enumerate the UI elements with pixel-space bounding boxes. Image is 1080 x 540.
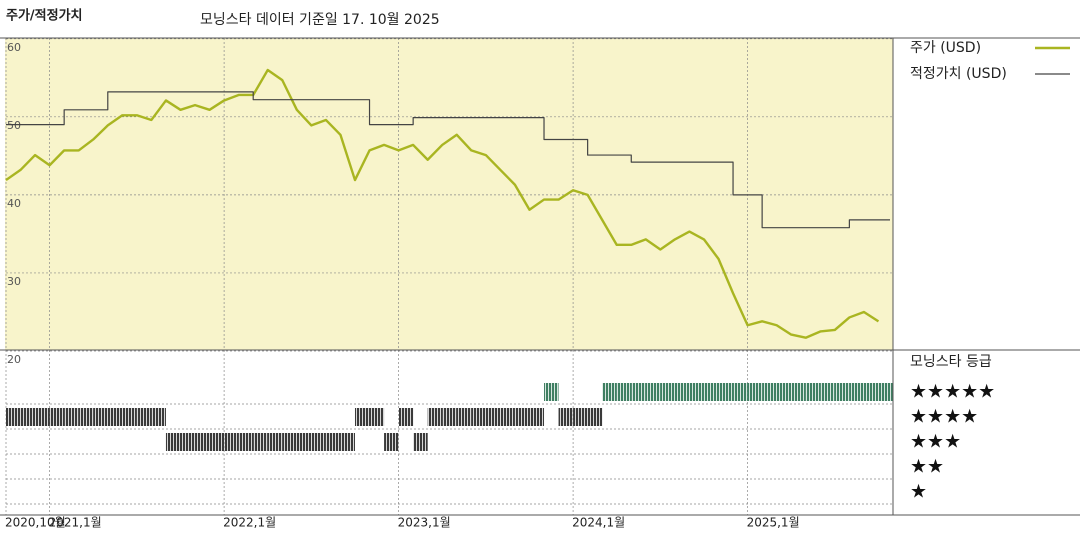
lines: [5, 68, 890, 339]
y-tick-label: 50: [7, 119, 21, 132]
rating-label: ★★★★: [910, 406, 978, 428]
legend-label: 적정가치 (USD): [910, 66, 1007, 82]
rating-label: ★★★★★: [910, 381, 995, 403]
rating-strip: [6, 383, 893, 451]
rating-mark: [224, 433, 239, 451]
rating-mark: [195, 433, 210, 451]
rating-mark: [703, 383, 719, 401]
rating-mark: [529, 408, 545, 426]
rating-mark: [485, 408, 501, 426]
rating-label: ★★: [910, 456, 944, 478]
x-tick-label: 2021,1월: [49, 516, 102, 530]
y-tick-label: 40: [7, 197, 21, 210]
rating-mark: [645, 383, 661, 401]
rating-mark: [340, 433, 355, 451]
rating-mark: [311, 433, 326, 451]
rating-mark: [558, 408, 574, 426]
rating-mark: [398, 408, 414, 426]
rating-mark: [296, 433, 312, 451]
y-tick-label: 20: [7, 353, 21, 366]
rating-mark: [689, 383, 704, 401]
chart-subtitle: 모닝스타 데이터 기준일 17. 10월 2025: [200, 12, 440, 28]
rating-mark: [253, 433, 268, 451]
plot-background: [5, 38, 893, 350]
rating-mark: [6, 408, 21, 426]
rating-mark: [718, 383, 734, 401]
rating-mark: [747, 383, 763, 401]
legend-label: 주가 (USD): [910, 40, 981, 56]
rating-mark: [674, 383, 690, 401]
rating-mark: [660, 383, 675, 401]
x-tick-label: 2024,1월: [572, 516, 625, 530]
rating-mark: [733, 383, 748, 401]
frame: [0, 37, 1080, 516]
series-line: [5, 68, 880, 339]
rating-mark: [514, 408, 530, 426]
rating-mark: [456, 408, 472, 426]
rating-mark: [631, 383, 646, 401]
rating-mark: [267, 433, 283, 451]
rating-mark: [776, 383, 792, 401]
rating-mark: [209, 433, 225, 451]
rating-mark: [762, 383, 777, 401]
y-tick-label: 60: [7, 41, 21, 54]
rating-mark: [413, 433, 428, 451]
rating-mark: [325, 433, 341, 451]
rating-mark: [93, 408, 108, 426]
x-tick-label: 2022,1월: [223, 516, 276, 530]
rating-mark: [151, 408, 166, 426]
x-tick-label: 2020,10월: [5, 516, 66, 530]
rating-title: 모닝스타 등급: [910, 354, 992, 370]
rating-mark: [282, 433, 297, 451]
rating-mark: [587, 408, 603, 426]
rating-mark: [78, 408, 94, 426]
rating-mark: [427, 408, 443, 426]
rating-mark: [165, 433, 181, 451]
rating-mark: [616, 383, 632, 401]
rating-mark: [354, 408, 370, 426]
rating-mark: [384, 433, 399, 451]
rating-mark: [369, 408, 385, 426]
rating-label: ★: [910, 481, 927, 503]
rating-mark: [20, 408, 36, 426]
rating-mark: [820, 383, 835, 401]
rating-mark: [791, 383, 806, 401]
rating-mark: [35, 408, 50, 426]
x-tick-label: 2023,1월: [398, 516, 451, 530]
rating-mark: [849, 383, 864, 401]
rating-mark: [834, 383, 850, 401]
rating-mark: [878, 383, 893, 401]
rating-mark: [863, 383, 879, 401]
rating-mark: [602, 383, 617, 401]
rating-mark: [136, 408, 152, 426]
rating-mark: [805, 383, 821, 401]
rating-mark: [442, 408, 457, 426]
rating-mark: [64, 408, 79, 426]
chart-title: 주가/적정가치: [6, 8, 83, 24]
rating-mark: [107, 408, 123, 426]
rating-mark: [180, 433, 196, 451]
rating-mark: [500, 408, 515, 426]
x-tick-label: 2025,1월: [747, 516, 800, 530]
rating-mark: [238, 433, 254, 451]
rating-label: ★★★: [910, 431, 961, 453]
rating-mark: [122, 408, 137, 426]
rating-mark: [49, 408, 65, 426]
rating-mark: [471, 408, 486, 426]
rating-mark: [573, 408, 588, 426]
series-line: [6, 91, 890, 229]
y-tick-label: 30: [7, 275, 21, 288]
rating-mark: [544, 383, 559, 401]
